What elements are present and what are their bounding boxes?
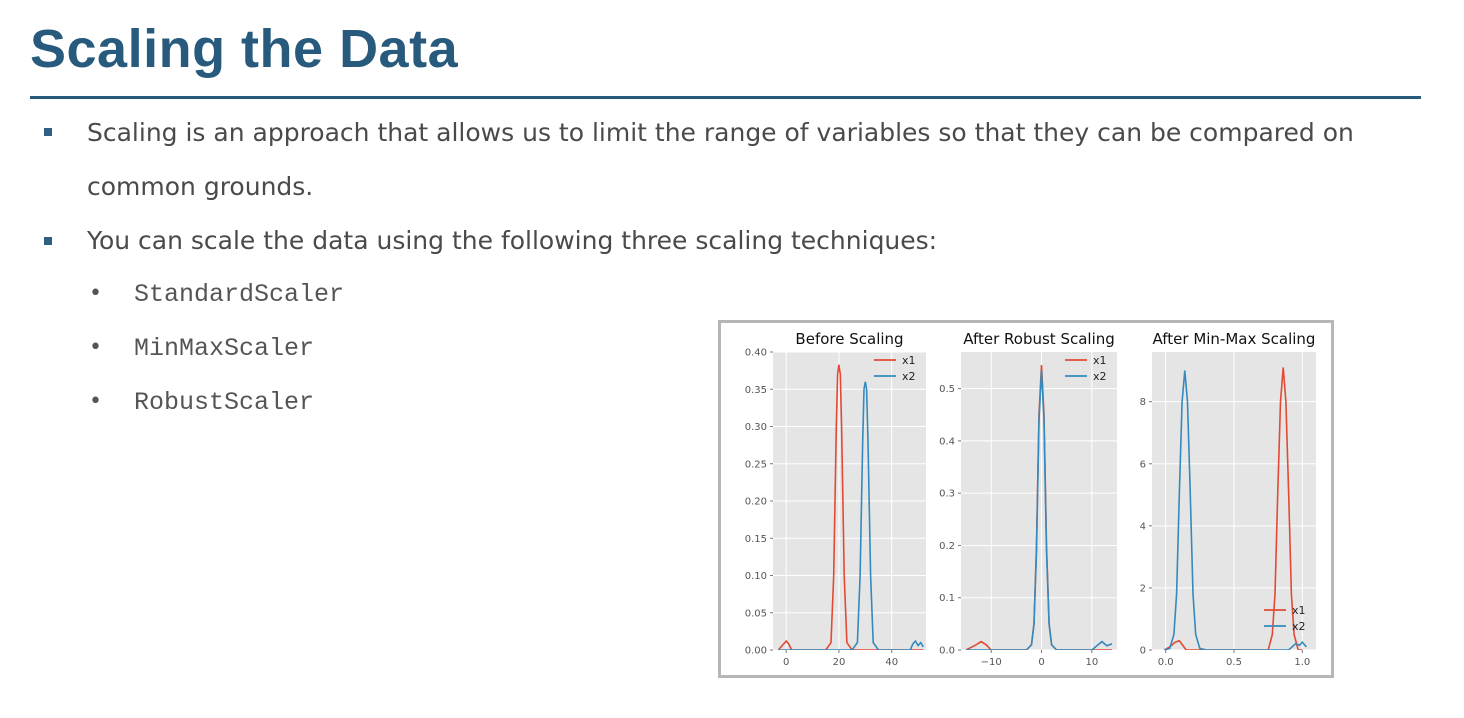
x-tick-label: 0: [1038, 657, 1044, 668]
dot-bullet-icon: •: [89, 281, 102, 306]
y-tick-label: 0.25: [745, 459, 767, 470]
square-bullet-icon: [44, 237, 52, 245]
title-underline: [30, 96, 1421, 99]
x-tick-label: 0.0: [1158, 657, 1174, 668]
legend-label-x1: x1: [1093, 354, 1107, 367]
series-line-x1: [777, 364, 924, 650]
y-tick-label: 0.30: [745, 422, 767, 433]
plot-area: [961, 352, 1117, 650]
sub-item-robustscaler: RobustScaler: [134, 388, 315, 417]
y-tick-label: 0.20: [745, 497, 767, 508]
y-tick-label: 0.1: [939, 593, 955, 604]
x-tick-label: −10: [981, 657, 1002, 668]
chart-panel-1: 0 20 40 0.00 0.05 0.10 0.15 0.20 0.25 0.30 0.35 0.4…: [745, 330, 926, 668]
y-tick-label: 0: [1140, 646, 1146, 657]
y-tick-label: 0.05: [745, 608, 767, 619]
y-tick-label: 0.10: [745, 571, 767, 582]
series-line-x2: [778, 381, 925, 650]
sub-item-standardscaler: StandardScaler: [134, 280, 345, 309]
series-line-x2: [1164, 370, 1308, 650]
y-tick-label: 6: [1140, 459, 1146, 470]
legend-label-x1: x1: [1292, 604, 1306, 617]
y-tick-label: 0.3: [939, 489, 955, 500]
dot-bullet-icon: •: [89, 389, 102, 414]
legend-label-x2: x2: [902, 370, 916, 383]
y-tick-label: 0.2: [939, 541, 955, 552]
chart-title: After Min-Max Scaling: [1153, 330, 1316, 348]
bullet-text-1-line-1: Scaling is an approach that allows us to…: [87, 118, 1354, 147]
legend-label-x2: x2: [1292, 620, 1306, 633]
dot-bullet-icon: •: [89, 335, 102, 360]
y-tick-label: 0.40: [745, 348, 767, 359]
x-tick-label: 1.0: [1294, 657, 1310, 668]
y-tick-label: 8: [1140, 397, 1146, 408]
sub-item-minmaxscaler: MinMaxScaler: [134, 334, 315, 363]
chart-panel-2: −10 0 10 0.0 0.1 0.2 0.3 0.4 0.5 After Robust Sca…: [939, 330, 1117, 668]
x-tick-label: 20: [833, 657, 846, 668]
x-tick-label: 10: [1085, 657, 1098, 668]
bullet-text-2: You can scale the data using the followi…: [87, 226, 938, 255]
bullet-text-1-line-2: common grounds.: [87, 172, 314, 201]
series-line-x2: [966, 370, 1113, 650]
y-tick-label: 4: [1140, 521, 1146, 532]
chart-panel-3: 0.0 0.5 1.0 0 2 4 6 8 After Min-Max Scaling x1 x2: [1140, 330, 1316, 668]
x-tick-label: 40: [885, 657, 898, 668]
x-tick-label: 0: [783, 657, 789, 668]
y-tick-label: 0.00: [745, 646, 767, 657]
scaling-charts-svg: 0 20 400.000.050.100.150.200.250.300.350.4…: [745, 330, 1316, 668]
legend-label-x2: x2: [1093, 370, 1107, 383]
y-tick-label: 0.0: [939, 646, 955, 657]
y-tick-label: 0.35: [745, 385, 767, 396]
x-tick-label: 0.5: [1226, 657, 1242, 668]
square-bullet-icon: [44, 128, 52, 136]
slide-title: Scaling the Data: [30, 19, 459, 79]
chart-title: Before Scaling: [795, 330, 903, 348]
y-tick-label: 0.15: [745, 534, 767, 545]
scaling-comparison-figure: 0 20 40 0.00 0.05 0.10 0.15 0.20 0.25 0.30 0.35 0.4…: [718, 320, 1334, 678]
chart-title: After Robust Scaling: [963, 330, 1115, 348]
y-tick-label: 0.4: [939, 436, 955, 447]
legend-label-x1: x1: [902, 354, 916, 367]
y-tick-label: 0.5: [939, 384, 955, 395]
series-line-x1: [1163, 367, 1303, 650]
y-tick-label: 2: [1140, 583, 1146, 594]
